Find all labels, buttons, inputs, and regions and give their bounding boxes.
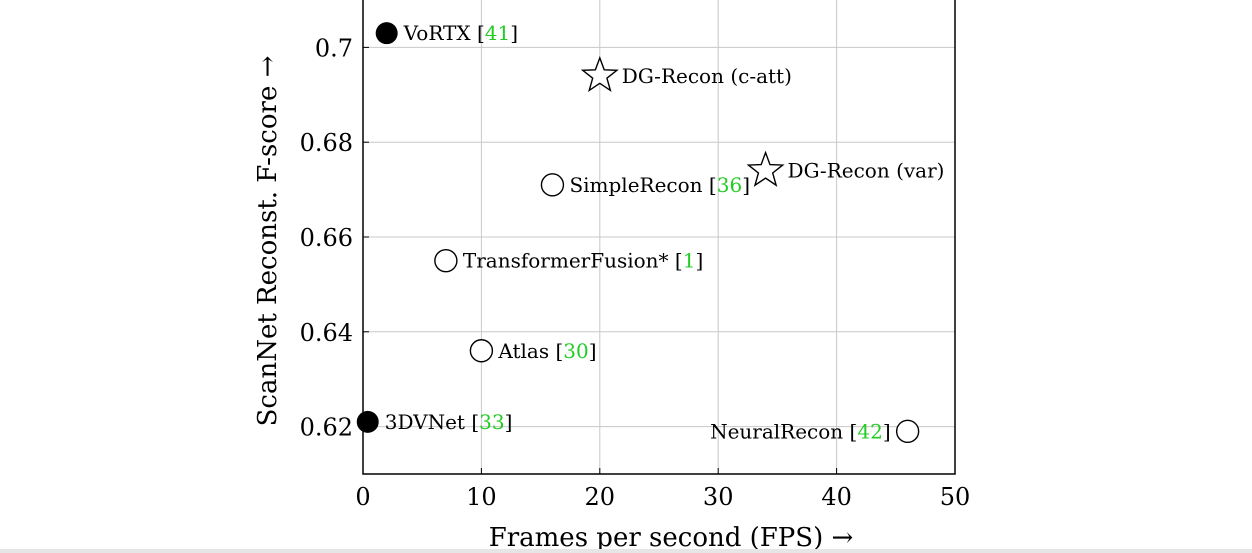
y-tick-label: 0.66 — [300, 224, 353, 252]
point-label: DG-Recon (var) — [788, 159, 945, 183]
citation-ref: 33 — [479, 410, 504, 434]
point-label: Atlas [30] — [497, 339, 596, 363]
point-label: VoRTX [41] — [403, 21, 518, 45]
ref-bracket-open: [ — [843, 419, 857, 443]
point-label-name: DG-Recon (c-att) — [622, 64, 792, 88]
citation-ref: 30 — [563, 339, 588, 363]
x-tick-label: 30 — [703, 483, 734, 511]
open-circle-marker — [469, 339, 494, 363]
filled-circle-marker — [375, 22, 398, 45]
point-label-name: VoRTX — [403, 21, 472, 45]
x-tick-label: 10 — [466, 483, 497, 511]
y-axis-title: ScanNet Reconst. F-score → — [253, 56, 283, 427]
point-label-name: SimpleRecon — [569, 173, 702, 197]
y-tick-label: 0.68 — [300, 129, 353, 157]
plot-frame — [362, 0, 956, 475]
bottom-divider — [0, 549, 1252, 553]
x-tick-label: 0 — [355, 483, 370, 511]
open-circle-marker — [540, 173, 565, 197]
ref-bracket-open: [ — [549, 339, 563, 363]
point-label: 3DVNet [33] — [385, 410, 513, 434]
ref-bracket-close: ] — [695, 249, 703, 273]
point-label: NeuralRecon [42] — [710, 419, 891, 443]
y-tick-label: 0.64 — [300, 319, 353, 347]
citation-ref: 36 — [717, 173, 742, 197]
citation-ref: 42 — [857, 419, 882, 443]
x-tick-label: 50 — [940, 483, 971, 511]
point-label-name: NeuralRecon — [710, 419, 843, 443]
ref-bracket-open: [ — [669, 249, 683, 273]
open-circle-marker — [434, 249, 458, 273]
point-label-name: TransformerFusion* — [463, 249, 669, 273]
point-label: SimpleRecon [36] — [569, 173, 750, 197]
axis-ticks: 0 10 20 30 40 50 0.62 0.64 0.66 0.68 0.7 — [300, 34, 971, 511]
citation-ref: 1 — [683, 249, 696, 273]
open-circle-marker — [895, 419, 920, 444]
point-label-name: 3DVNet — [385, 410, 465, 434]
point-label-name: DG-Recon (var) — [788, 159, 945, 183]
ref-bracket-close: ] — [883, 419, 891, 443]
ref-bracket-open: [ — [471, 21, 485, 45]
ref-bracket-close: ] — [589, 339, 597, 363]
star-marker — [580, 55, 619, 93]
ref-bracket-close: ] — [505, 410, 513, 434]
filled-circle-marker — [356, 410, 379, 433]
x-axis-title: Frames per second (FPS) → — [489, 523, 854, 553]
point-label: DG-Recon (c-att) — [622, 64, 792, 88]
y-tick-label: 0.62 — [300, 414, 353, 442]
x-tick-label: 20 — [585, 483, 616, 511]
point-label-name: Atlas — [497, 339, 549, 363]
data-points: VoRTX [41] DG-Recon (c-att) DG-Recon (var)… — [356, 21, 945, 444]
ref-bracket-close: ] — [510, 21, 518, 45]
point-label: TransformerFusion* [1] — [463, 249, 703, 273]
ref-bracket-open: [ — [465, 410, 479, 434]
citation-ref: 41 — [485, 21, 510, 45]
star-marker — [746, 150, 785, 187]
ref-bracket-open: [ — [703, 173, 717, 197]
ref-bracket-close: ] — [742, 173, 750, 197]
x-tick-label: 40 — [821, 483, 852, 511]
y-tick-label: 0.7 — [315, 34, 353, 62]
